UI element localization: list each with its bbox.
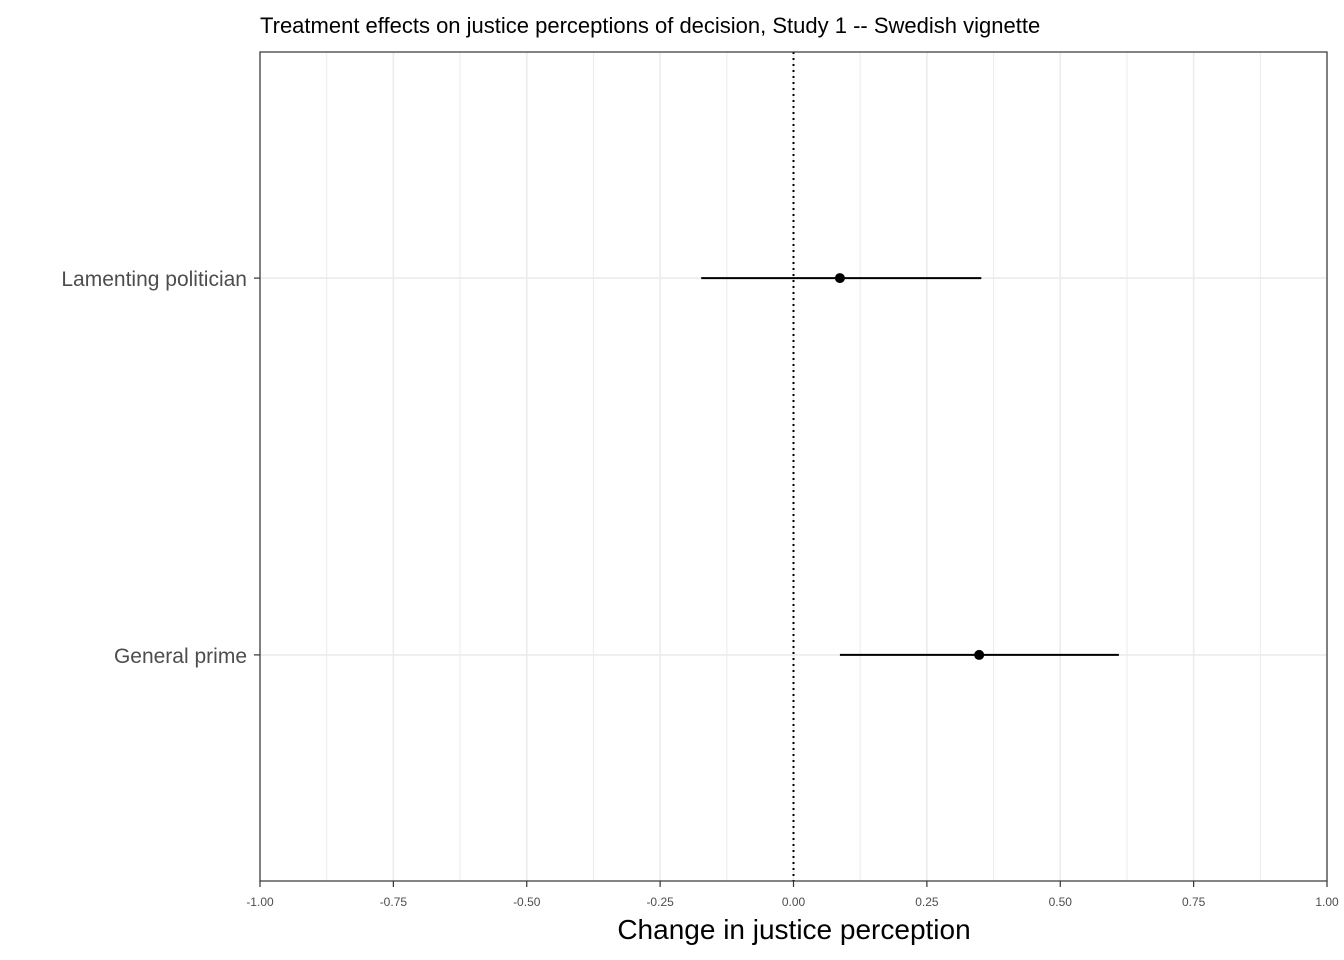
- x-tick-label: -1.00: [246, 895, 274, 909]
- x-tick-label: 0.25: [915, 895, 939, 909]
- x-tick-label: 0.00: [782, 895, 806, 909]
- x-axis-label: Change in justice perception: [617, 914, 970, 945]
- data-marks: [701, 273, 1119, 660]
- y-tick-label: General prime: [114, 645, 247, 668]
- y-axis: Lamenting politician General prime: [61, 268, 260, 668]
- x-tick-label: 1.00: [1315, 895, 1339, 909]
- x-axis: -1.00 -0.75 -0.50 -0.25 0.00 0.25 0.50 0.75 1.00: [246, 881, 1339, 909]
- x-tick-label: 0.75: [1182, 895, 1206, 909]
- chart-title: Treatment effects on justice perceptions…: [260, 13, 1040, 38]
- point-estimate: [974, 649, 985, 660]
- point-estimate: [834, 273, 845, 284]
- x-tick-label: 0.50: [1049, 895, 1073, 909]
- x-tick-label: -0.75: [380, 895, 408, 909]
- x-tick-label: -0.50: [513, 895, 541, 909]
- y-tick-label: Lamenting politician: [61, 268, 247, 291]
- x-tick-label: -0.25: [646, 895, 674, 909]
